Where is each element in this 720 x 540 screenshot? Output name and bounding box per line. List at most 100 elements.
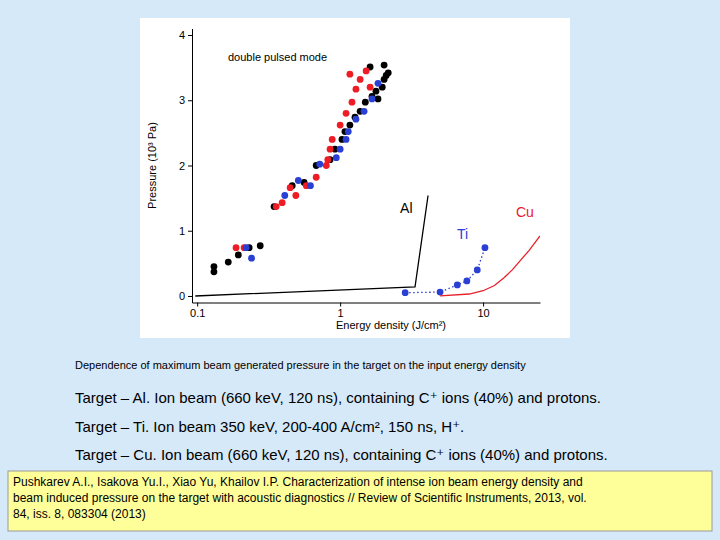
point: [482, 244, 489, 251]
y-tick-mark: [188, 231, 192, 232]
point: [375, 96, 382, 103]
slide: 0.1 1 10 0 1 2 3 4 Energy density (J/cm²) Pressur…: [0, 0, 720, 540]
point: [367, 84, 374, 91]
point: [346, 71, 353, 78]
point: [323, 162, 330, 169]
point: [313, 174, 320, 181]
y-tick-mark: [188, 35, 192, 36]
point: [437, 289, 444, 296]
point: [235, 251, 242, 258]
point: [357, 76, 364, 83]
point: [324, 156, 331, 163]
y-tick: 4: [179, 29, 192, 41]
x-tick: 10: [477, 303, 489, 320]
y-tick: 2: [179, 160, 192, 172]
reference-line: Pushkarev A.I., Isakova Yu.I., Xiao Yu, …: [13, 475, 583, 489]
line: [405, 248, 485, 293]
point: [463, 278, 470, 285]
y-tick-mark: [188, 166, 192, 167]
point: [329, 136, 336, 143]
point: [279, 199, 286, 206]
plot-area: [195, 62, 540, 296]
point: [402, 289, 409, 296]
series: [440, 236, 540, 296]
series: [233, 68, 374, 252]
x-tick-label: 10: [477, 307, 489, 319]
point: [225, 259, 232, 266]
y-tick-label: 1: [179, 225, 185, 237]
series: [402, 244, 489, 296]
x-tick-mark: [483, 303, 484, 307]
point: [343, 136, 350, 143]
note: Target – Cu. Ion beam (660 keV, 120 ns),…: [75, 446, 608, 463]
reference-line: beam induced pressure on the target with…: [13, 491, 587, 505]
series-labels: AlTiCu: [400, 200, 534, 242]
series: [195, 196, 428, 296]
point: [307, 182, 314, 189]
x-tick: 0.1: [190, 303, 205, 320]
x-axis-title: Energy density (J/cm²): [336, 319, 446, 331]
y-axis-title: Pressure (10³ Pa): [146, 122, 158, 209]
reference-box: [8, 471, 712, 531]
point: [454, 281, 461, 288]
reference-line: 84, iss. 8, 083304 (2013): [13, 507, 146, 521]
point: [337, 122, 344, 129]
point: [316, 161, 323, 168]
series: [243, 80, 382, 262]
x-tick-label: 1: [338, 307, 344, 319]
point: [343, 110, 350, 117]
y-tick-label: 2: [179, 160, 185, 172]
point: [346, 122, 353, 129]
point: [353, 86, 360, 93]
x-tick: 1: [338, 303, 344, 320]
point: [349, 99, 356, 106]
point: [385, 69, 392, 76]
background: [0, 0, 720, 540]
note: Target – Ti. Ion beam 350 keV, 200-400 A…: [75, 418, 464, 435]
point: [273, 203, 280, 210]
y-tick-mark: [188, 296, 192, 297]
point: [353, 116, 360, 123]
note: Target – Al. Ion beam (660 keV, 120 ns),…: [75, 389, 601, 406]
y-axis-line: [192, 29, 193, 303]
point: [373, 88, 380, 95]
y-tick-mark: [188, 100, 192, 101]
point: [474, 266, 481, 273]
point: [243, 244, 250, 251]
point: [257, 242, 264, 249]
y-axis: 0 1 2 3 4: [179, 29, 193, 303]
point: [345, 128, 352, 135]
line: [440, 236, 540, 296]
chart-panel: [140, 18, 570, 338]
point: [287, 184, 294, 191]
point: [281, 192, 288, 199]
y-tick-label: 0: [179, 290, 185, 302]
point: [361, 108, 368, 115]
y-tick: 3: [179, 94, 192, 106]
series-label: Al: [400, 200, 412, 216]
point: [369, 96, 376, 103]
point: [327, 146, 334, 153]
point: [211, 263, 218, 270]
point: [248, 255, 255, 262]
y-tick: 0: [179, 290, 192, 302]
point: [375, 80, 382, 87]
y-tick-label: 4: [179, 29, 185, 41]
annotation: double pulsed mode: [228, 51, 327, 63]
line: [195, 196, 428, 296]
y-tick-label: 3: [179, 94, 185, 106]
x-axis-line: [193, 303, 541, 304]
point: [362, 99, 369, 106]
x-tick-label: 0.1: [190, 307, 205, 319]
y-tick: 1: [179, 225, 192, 237]
point: [295, 177, 302, 184]
point: [381, 62, 388, 69]
point: [337, 146, 344, 153]
point: [233, 244, 240, 251]
point: [333, 154, 340, 161]
x-tick-mark: [197, 303, 198, 307]
series-label: Ti: [457, 226, 468, 242]
x-axis: 0.1 1 10: [190, 303, 540, 320]
x-tick-mark: [340, 303, 341, 307]
point: [363, 68, 370, 75]
